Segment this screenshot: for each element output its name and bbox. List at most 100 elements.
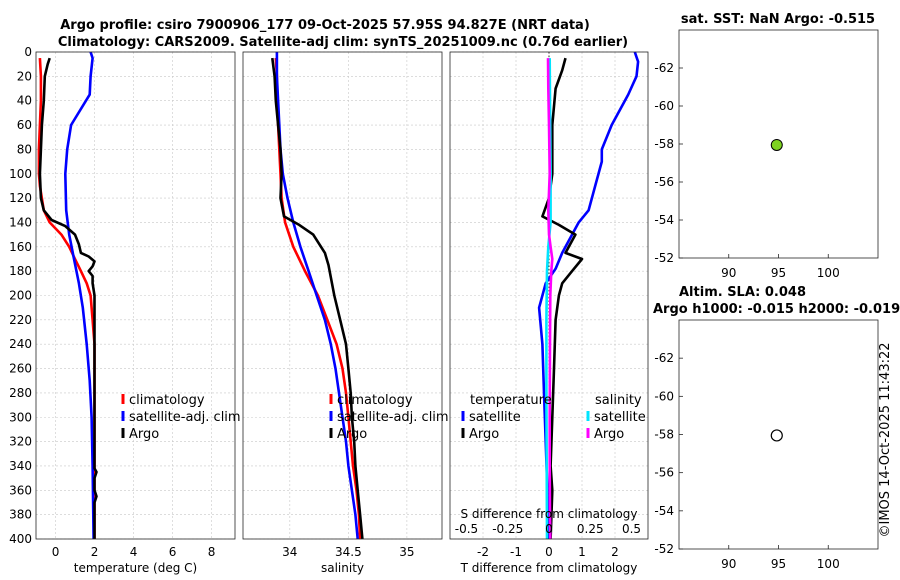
sla-map-title-line1: Altim. SLA: 0.048 xyxy=(679,285,806,300)
y-tick-label: 280 xyxy=(9,386,32,400)
x-tick-label: 0 xyxy=(52,545,60,559)
map-y-tick-label: -52 xyxy=(654,251,674,265)
s-axis-label: S difference from climatology xyxy=(461,507,638,521)
y-tick-label: 120 xyxy=(9,191,32,205)
legend-salinity-title: salinity xyxy=(595,393,642,408)
y-tick-label: 360 xyxy=(9,483,32,497)
legend-label: climatology xyxy=(129,393,205,408)
x-tick-label: 2 xyxy=(91,545,99,559)
x-tick-label: 6 xyxy=(169,545,177,559)
legend-label: satellite-adj. clim xyxy=(129,410,241,425)
map-frame xyxy=(678,319,879,550)
map-y-tick-label: -62 xyxy=(654,61,674,75)
sla-map-title-line2: Argo h1000: -0.015 h2000: -0.019 xyxy=(653,302,900,317)
figure-title-line2: Climatology: CARS2009. Satellite-adj cli… xyxy=(58,35,628,50)
y-tick-label: 80 xyxy=(17,142,32,156)
s-tick-label: -0.25 xyxy=(492,522,523,536)
x-tick-label: -2 xyxy=(477,545,489,559)
map-y-tick-label: -58 xyxy=(654,137,674,151)
sst-map-panel: sat. SST: NaN Argo: -0.515 90 95 100 -52 -54 -… xyxy=(654,12,879,280)
x-tick-label: -1 xyxy=(510,545,522,559)
x-tick-label: 34.5 xyxy=(335,545,362,559)
legend-label: Argo xyxy=(129,427,159,442)
map-y-tick-label: -60 xyxy=(654,389,674,403)
y-tick-label: 60 xyxy=(17,118,32,132)
s-tick-label: 0.25 xyxy=(577,522,604,536)
axes-frame xyxy=(242,51,443,540)
s-tick-label: 0.5 xyxy=(622,522,641,536)
legend-label: Argo xyxy=(594,427,624,442)
y-tick-label: 260 xyxy=(9,362,32,376)
y-tick-label: 200 xyxy=(9,289,32,303)
figure-title-line1: Argo profile: csiro 7900906_177 09-Oct-2… xyxy=(60,18,590,33)
y-tick-label: 380 xyxy=(9,508,32,522)
sst-map-title: sat. SST: NaN Argo: -0.515 xyxy=(681,12,875,27)
map-y-tick-label: -60 xyxy=(654,99,674,113)
y-tick-label: 40 xyxy=(17,94,32,108)
y-tick-label: 0 xyxy=(24,45,32,59)
series-t-argo xyxy=(541,57,584,540)
axes-frame xyxy=(35,51,236,540)
map-x-tick-label: 100 xyxy=(817,557,840,571)
map-y-tick-label: -58 xyxy=(654,428,674,442)
series-s-argo xyxy=(546,58,554,540)
s-tick-label: 0 xyxy=(545,522,553,536)
x-tick-label: 4 xyxy=(130,545,138,559)
legend-label: satellite-adj. clim xyxy=(337,410,449,425)
series-climatology xyxy=(37,58,96,539)
legend-label: Argo xyxy=(469,427,499,442)
temperature-panel: 0 2 4 6 8 temperature (deg C) 0 20 40 60 80 100 120 1… xyxy=(9,45,241,575)
legend-label: climatology xyxy=(337,393,413,408)
grid xyxy=(36,51,235,540)
grid xyxy=(243,51,442,540)
legend-temperature-title: temperature xyxy=(470,393,552,408)
x-tick-label: 35 xyxy=(399,545,414,559)
x-tick-label: 2 xyxy=(611,545,619,559)
argo-position-marker xyxy=(770,138,783,151)
x-tick-label: 1 xyxy=(578,545,586,559)
x-tick-label: 34 xyxy=(282,545,297,559)
map-x-tick-label: 95 xyxy=(771,557,786,571)
y-tick-label: 320 xyxy=(9,435,32,449)
salinity-panel: 34 34.5 35 salinity climatology satellite-adj… xyxy=(242,51,449,575)
series-satellite-adj-clim xyxy=(64,51,95,540)
series-t-satellite xyxy=(537,51,640,540)
y-tick-label: 240 xyxy=(9,337,32,351)
map-y-tick-label: -56 xyxy=(654,175,674,189)
map-x-tick-label: 100 xyxy=(817,266,840,280)
legend-label: satellite xyxy=(594,410,646,425)
x-tick-label: 0 xyxy=(545,545,553,559)
series-argo xyxy=(38,57,98,539)
y-tick-label: 400 xyxy=(9,532,32,546)
axes-frame xyxy=(449,51,649,540)
map-y-tick-label: -52 xyxy=(654,542,674,556)
y-tick-label: 300 xyxy=(9,410,32,424)
y-tick-label: 20 xyxy=(17,69,32,83)
map-y-tick-label: -56 xyxy=(654,466,674,480)
map-y-tick-label: -54 xyxy=(654,504,674,518)
y-tick-label: 180 xyxy=(9,264,32,278)
series-satellite-adj-clim xyxy=(275,52,359,540)
map-y-tick-label: -62 xyxy=(654,351,674,365)
map-x-tick-label: 90 xyxy=(721,266,736,280)
legend-label: satellite xyxy=(469,410,521,425)
y-tick-label: 100 xyxy=(9,167,32,181)
map-x-tick-label: 95 xyxy=(771,266,786,280)
y-tick-label: 140 xyxy=(9,215,32,229)
y-tick-label: 220 xyxy=(9,313,32,327)
y-tick-label: 340 xyxy=(9,459,32,473)
x-axis-label: salinity xyxy=(321,561,364,575)
sla-map-panel: Altim. SLA: 0.048 Argo h1000: -0.015 h200… xyxy=(653,285,900,571)
x-axis-label: T difference from climatology xyxy=(460,561,638,575)
argo-position-marker xyxy=(770,429,783,442)
watermark: ©IMOS 14-Oct-2025 11:43:22 xyxy=(878,342,893,537)
x-tick-label: 8 xyxy=(208,545,216,559)
y-tick-label: 160 xyxy=(9,240,32,254)
map-x-tick-label: 90 xyxy=(721,557,736,571)
series-argo xyxy=(271,57,364,540)
x-axis-label: temperature (deg C) xyxy=(74,561,197,575)
s-tick-label: -0.5 xyxy=(455,522,478,536)
legend-label: Argo xyxy=(337,427,367,442)
difference-panel: -2 -1 0 1 2 T difference from climatology temp… xyxy=(449,51,649,575)
